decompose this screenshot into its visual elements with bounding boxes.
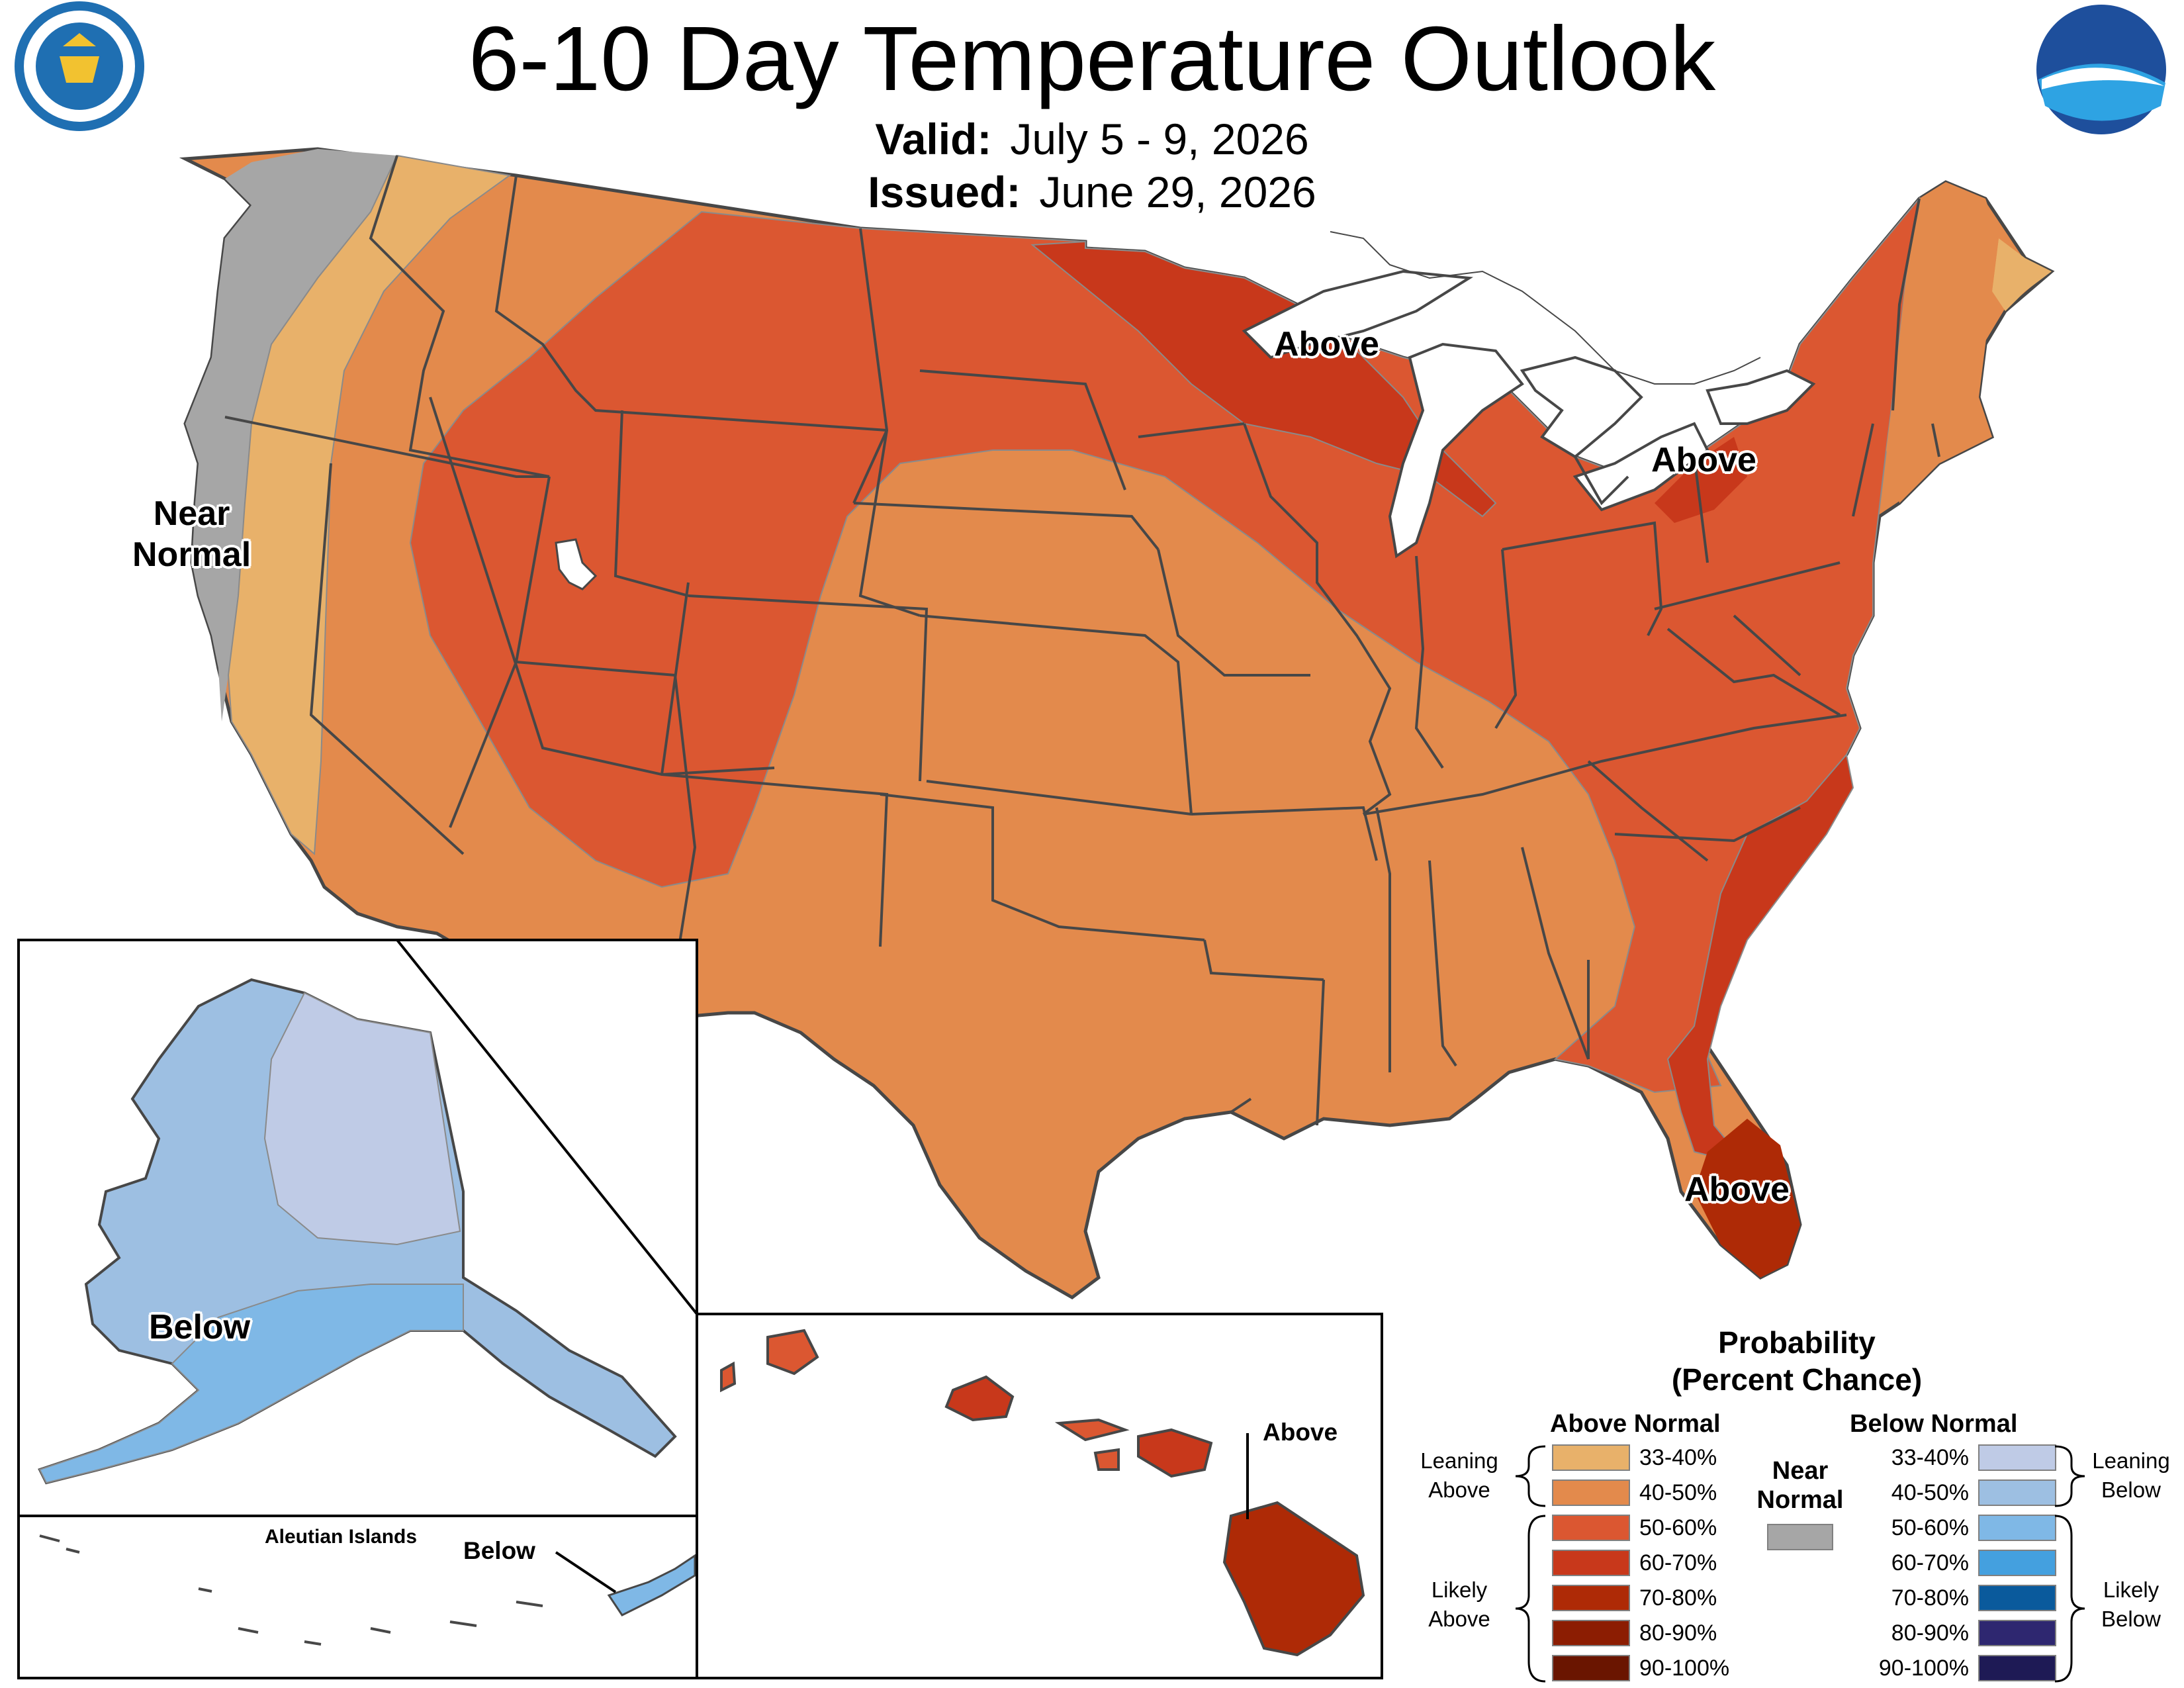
legend-below-row: 33-40% [1873,1443,2056,1472]
legend-title-line2: (Percent Chance) [1671,1362,1923,1397]
great-lakes-above-label: Above [1274,325,1379,363]
alaska-below-50-60-region [38,1284,464,1484]
aleutian-below-label: Below [463,1537,535,1564]
near-normal-header-line2: Normal [1756,1486,1844,1514]
valid-dates: July 5 - 9, 2026 [1010,115,1309,164]
legend-above-row: 80-90% [1552,1618,1717,1648]
legend-below-row: 40-50% [1873,1478,2056,1507]
great-lakes [1242,269,1816,559]
aleutian-islands-title: Aleutian Islands [265,1526,418,1548]
alaska-below-33-40-region [263,992,461,1246]
likely-above-label: Likely Above [1428,1577,1490,1631]
legend-above-label: 90-100% [1639,1655,1730,1681]
swatch-below-50-60 [1978,1515,2056,1541]
swatch-below-33-40 [1978,1444,2056,1471]
aleutian-below-region [607,1554,696,1617]
molokai [1054,1418,1130,1442]
legend-above-row: 40-50% [1552,1478,1717,1507]
valid-line: Valid: July 5 - 9, 2026 [0,114,2184,164]
legend-below-label: 40-50% [1891,1479,1969,1505]
likely-below-label: Likely Below [2101,1577,2161,1631]
legend-below-row: 70-80% [1873,1583,2056,1613]
issued-date: June 29, 2026 [1039,167,1316,216]
niihau [720,1361,737,1393]
near-normal-region [185,149,397,722]
issued-line: Issued: June 29, 2026 [0,167,2184,217]
aleutian-islands [39,1534,543,1646]
swatch-below-60-70 [1978,1550,2056,1576]
hawaii-inset [696,1313,1383,1679]
valid-label: Valid: [875,115,992,164]
above-33-40-region [227,154,512,856]
swatch-above-70-80 [1552,1585,1630,1611]
legend-above-row: 60-70% [1552,1548,1717,1577]
legend-below-label: 90-100% [1878,1655,1969,1681]
noaa-logo [2036,5,2166,134]
issued-label: Issued: [868,167,1021,216]
great-salt-lake [555,538,598,590]
swatch-above-33-40 [1552,1444,1630,1471]
legend-above-label: 70-80% [1639,1585,1717,1611]
big-island [1222,1501,1365,1657]
legend-below-row: 50-60% [1873,1513,2056,1542]
alaska-inset [17,939,698,1679]
swatch-above-80-90 [1552,1620,1630,1646]
legend-above-label: 33-40% [1639,1444,1717,1470]
swatch-above-50-60 [1552,1515,1630,1541]
legend-below-row: 60-70% [1873,1548,2056,1577]
above-70-80-florida-region [1694,1119,1800,1278]
canada-shoreline [1330,231,1761,385]
legend-below-row: 80-90% [1873,1618,2056,1648]
below-normal-header: Below Normal [1850,1410,2018,1438]
swatch-below-90-100 [1978,1655,2056,1681]
legend-above-label: 80-90% [1639,1620,1717,1646]
swatch-below-70-80 [1978,1585,2056,1611]
commerce-seal-logo [15,1,144,131]
maui [1137,1428,1213,1478]
legend-below-label: 60-70% [1891,1550,1969,1575]
legend-above-row: 50-60% [1552,1513,1717,1542]
legend-braces [1515,1445,2085,1683]
northeast-above-label: Above [1651,441,1756,479]
leaning-below-label: Leaning Below [2092,1448,2170,1502]
florida-above-label: Above [1684,1170,1790,1209]
legend: Probability (Percent Chance) Above Norma… [1410,1317,2184,1688]
alaska-below-label: Below [149,1308,251,1346]
page-title: 6-10 Day Temperature Outlook [468,8,1716,110]
hawaii-above-label: Above [1263,1419,1338,1446]
legend-below-label: 33-40% [1891,1444,1969,1470]
near-normal-header-line1: Near [1772,1457,1829,1485]
near-normal-header: Near Normal [1754,1456,1846,1515]
legend-above-label: 60-70% [1639,1550,1717,1575]
swatch-above-60-70 [1552,1550,1630,1576]
legend-above-row: 90-100% [1552,1654,1729,1683]
swatch-below-40-50 [1978,1479,2056,1506]
legend-above-label: 40-50% [1639,1479,1717,1505]
legend-above-label: 50-60% [1639,1515,1717,1540]
swatch-above-40-50 [1552,1479,1630,1506]
legend-below-label: 70-80% [1891,1585,1969,1611]
oahu [944,1375,1015,1422]
kauai [766,1329,819,1376]
above-60-70-ny-region [1655,437,1747,523]
legend-above-row: 33-40% [1552,1443,1717,1472]
legend-below-row: 90-100% [1873,1654,2056,1683]
lanai [1093,1448,1120,1471]
state-borders [224,155,1940,1126]
legend-above-row: 70-80% [1552,1583,1717,1613]
near-normal-swatch [1767,1524,1833,1550]
leaning-above-label: Leaning Above [1420,1448,1498,1502]
above-40-50-new-england-region [1886,182,1999,503]
legend-below-label: 80-90% [1891,1620,1969,1646]
legend-below-label: 50-60% [1891,1515,1969,1540]
above-33-40-maine-region [1992,238,2052,311]
above-normal-header: Above Normal [1550,1410,1721,1438]
swatch-below-80-90 [1978,1620,2056,1646]
near-normal-label: Near Normal [132,494,251,574]
swatch-above-90-100 [1552,1655,1630,1681]
legend-title-line1: Probability [1718,1325,1876,1360]
